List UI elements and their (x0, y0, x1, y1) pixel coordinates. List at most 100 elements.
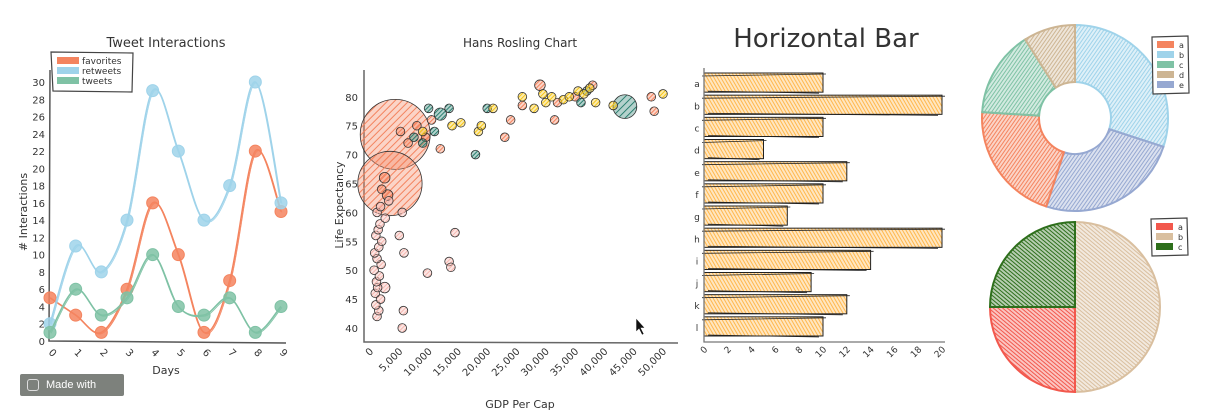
data-point-tweets (274, 299, 288, 313)
x-tick-label: 50,000 (637, 346, 670, 379)
gifox-logo-icon (27, 379, 39, 391)
scatter-point (608, 100, 618, 111)
scatter-point (456, 118, 466, 128)
scatter-point (426, 115, 437, 125)
x-tick-label: 45,000 (607, 346, 640, 379)
y-tick-label: b (694, 102, 700, 112)
data-point-tweets (94, 308, 108, 322)
legend-label: a (1178, 223, 1183, 232)
scatter-point (376, 184, 387, 195)
x-tick-label: 15,000 (431, 346, 464, 379)
pie-chart: abc (988, 217, 1189, 394)
y-tick-label: 0 (39, 337, 45, 348)
y-tick-label: 22 (32, 147, 45, 158)
bar-sketch-line (701, 73, 827, 94)
y-tick-label: j (695, 280, 699, 290)
slice-c (988, 220, 1076, 308)
scatter-point (500, 132, 510, 142)
scatter-point (488, 103, 498, 114)
x-tick-label: 7 (226, 347, 238, 359)
chart-title: Horizontal Bar (733, 24, 919, 54)
data-point-tweets (43, 325, 57, 339)
slice-b (1074, 23, 1169, 148)
x-tick-label: 40,000 (578, 346, 611, 379)
slice-d (1023, 23, 1076, 89)
y-tick-label: 65 (345, 180, 358, 191)
y-tick-label: i (696, 257, 699, 267)
series-line-sketch (50, 255, 283, 334)
scatter-point (505, 115, 516, 125)
y-tick-label: 50 (345, 266, 358, 277)
data-point-favorites (69, 308, 83, 322)
legend-label: c (1178, 243, 1182, 252)
series-line-tweets (49, 253, 282, 334)
scatter-point (375, 201, 386, 212)
legend-label: tweets (82, 77, 112, 87)
data-point-tweets (197, 308, 211, 322)
y-tick-label: 2 (39, 320, 45, 331)
y-tick-label: a (694, 80, 700, 90)
data-point-retweets (248, 75, 262, 89)
data-point-tweets (69, 282, 83, 296)
data-point-retweets (146, 84, 160, 98)
x-tick-label: 5,000 (377, 346, 405, 374)
y-tick-label: 45 (345, 295, 358, 306)
bar-sketch-line (701, 228, 946, 249)
scatter-point (529, 103, 539, 114)
y-tick-label: 26 (32, 113, 45, 124)
x-tick-label: 14 (862, 345, 877, 360)
scatter-point (444, 103, 454, 114)
scatter-point (585, 83, 595, 93)
scatter-point (380, 213, 390, 223)
x-tick-label: 30,000 (519, 346, 552, 379)
y-tick-label: 14 (32, 216, 45, 227)
bar-sketch-line (701, 117, 827, 138)
scatter-point (429, 126, 440, 137)
bar-sketch-line (701, 295, 850, 316)
scatter-point (433, 107, 447, 121)
scatter-point (418, 126, 428, 137)
slice-a (988, 306, 1076, 394)
data-point-favorites (248, 144, 262, 158)
x-tick-label: 10,000 (402, 346, 435, 379)
y-tick-label: 60 (345, 208, 358, 219)
chart-title: Tweet Interactions (106, 36, 226, 51)
legend-swatch-a (1157, 41, 1174, 48)
series-line-retweets (49, 81, 282, 324)
y-tick-label: 40 (345, 324, 358, 335)
made-with-gifox-badge[interactable]: Made with Gifox (20, 374, 124, 413)
scatter-point (397, 323, 407, 333)
scatter-point (409, 132, 419, 142)
x-tick-label: 16 (885, 345, 900, 360)
data-point-favorites (223, 274, 237, 288)
scatter-point (549, 115, 560, 125)
x-tick-label: 5 (174, 347, 186, 359)
scatter-point (435, 144, 446, 154)
scatter-point (470, 149, 481, 160)
scatter-point (398, 305, 409, 316)
y-axis-label: # Interactions (17, 173, 30, 251)
scatter-point (579, 89, 589, 99)
legend-swatch-retweets (57, 67, 79, 74)
bar-sketch-line (701, 317, 827, 338)
data-point-retweets (120, 213, 134, 227)
legend-label: b (1178, 233, 1183, 242)
legend-label: e (1179, 81, 1184, 90)
data-point-retweets (94, 265, 108, 279)
scatter-point (649, 106, 659, 116)
legend-swatch-e (1157, 81, 1174, 88)
scatter-point (476, 120, 487, 131)
legend-swatch-tweets (57, 77, 79, 84)
scatter-point (395, 126, 406, 137)
x-tick-label: 4 (149, 347, 161, 359)
scatter-point (375, 219, 385, 229)
data-point-retweets (69, 239, 83, 253)
legend-swatch-favorites (57, 57, 79, 64)
badge-prefix: Made with (46, 379, 97, 391)
y-tick-label: c (695, 124, 700, 134)
y-tick-label: 28 (32, 95, 45, 106)
x-tick-label: 3 (123, 347, 135, 359)
x-tick-label: 8 (794, 345, 805, 356)
chart-title: Hans Rosling Chart (463, 36, 577, 50)
